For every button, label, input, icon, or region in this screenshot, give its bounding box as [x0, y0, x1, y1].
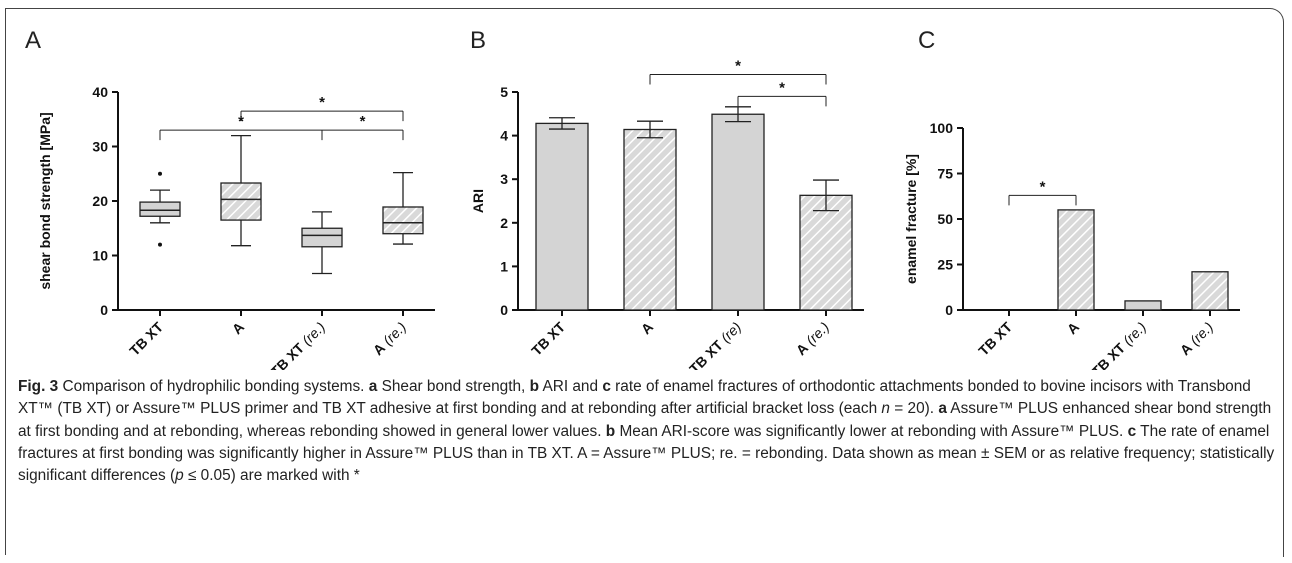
panel-a-y-tick-label: 0 [100, 302, 108, 318]
figure-frame [5, 8, 1284, 557]
panel-b-x-tick-label: TB XT [528, 318, 568, 358]
caption-italic: n [881, 400, 890, 418]
caption-text: = 20). [889, 400, 939, 418]
panel-a-x-tick-label: TB XT [126, 318, 166, 358]
caption-panel-ref: c [602, 378, 611, 395]
significance-star: * [735, 58, 741, 75]
panel-c-y-tick-label: 25 [937, 257, 953, 273]
panel-a-x-tick-label: TB XT (re.) [267, 319, 328, 370]
panel-b-y-tick-label: 4 [500, 128, 508, 144]
panel-a-chart: 0 10 20 30 40 shear bond strength [MPa] TB XT A… [37, 84, 435, 370]
panel-b-x-tick-label: A (re.) [793, 319, 832, 358]
panel-a-x-tick-label: A (re.) [370, 319, 409, 358]
bar [1191, 271, 1229, 311]
panel-b-y-tick-label: 0 [500, 302, 508, 318]
panel-b-y-tick-label: 1 [500, 258, 508, 274]
panel-c-y-tick-label: 50 [937, 211, 953, 227]
panel-b-y-tick-label: 5 [500, 84, 508, 100]
significance-star: * [319, 94, 325, 111]
caption-panel-ref: b [529, 378, 540, 395]
panel-c-x-tick-label: A [1064, 319, 1082, 337]
panel-c-x-tick-label: TB XT (re.) [1088, 319, 1149, 370]
caption-text: ARI and [539, 378, 603, 395]
panel-b-x-tick-label: TB XT (re) [686, 319, 744, 370]
caption-figure-label: Fig. 3 [18, 378, 59, 395]
significance-star: * [1040, 178, 1046, 195]
bar [1057, 209, 1095, 311]
caption-text: The rate of enamel fractures at first bo… [18, 422, 1275, 485]
bar [623, 128, 677, 311]
panel-b-y-tick-label: 3 [500, 171, 508, 187]
panel-c-y-axis-title: enamel fracture [%] [903, 154, 919, 284]
box-outlier-point [158, 242, 162, 247]
bar [799, 194, 853, 311]
figure-frame-left-rule [5, 8, 6, 555]
panel-a-y-tick-label: 10 [92, 248, 108, 264]
panel-b-x-tick-label: A [638, 319, 656, 337]
caption-text: Comparison of hydrophilic bonding system… [58, 378, 369, 395]
panel-a-y-tick-label: 20 [92, 193, 108, 209]
panel-b-y-tick-label: 2 [500, 215, 508, 231]
caption-text: ≤ 0.05) are marked with * [183, 467, 360, 485]
panel-letter-a: A [25, 27, 41, 54]
panel-c-y-tick-label: 0 [945, 302, 953, 318]
significance-star: * [238, 113, 244, 130]
bar [535, 122, 589, 311]
box-iqr [139, 201, 181, 217]
panel-letter-b: B [470, 27, 486, 54]
panel-a-y-tick-label: 40 [92, 84, 108, 100]
caption-panel-ref: a [368, 378, 378, 395]
caption-panel-ref: c [1127, 422, 1137, 440]
panel-letter-c: C [918, 27, 935, 54]
panel-b-chart: 0 1 2 3 4 5 ARI TB XT A TB XT (re) A (re.) * * [470, 58, 864, 370]
bar [711, 113, 765, 311]
significance-star: * [360, 113, 366, 130]
panel-a-x-tick-label: A [229, 319, 247, 337]
box-iqr [382, 206, 424, 235]
box-outlier-point [158, 171, 162, 176]
caption-text: Mean ARI-score was significantly lower a… [615, 422, 1128, 440]
caption-text: Shear bond strength, [377, 378, 530, 395]
box-iqr [220, 182, 262, 221]
panel-a-y-tick-label: 30 [92, 139, 108, 155]
figure-caption: Fig. 3 Comparison of hydrophilic bonding… [18, 376, 1278, 487]
panel-c-y-tick-label: 100 [930, 120, 954, 136]
significance-star: * [779, 79, 785, 96]
panel-a-y-axis-title: shear bond strength [MPa] [37, 112, 53, 289]
caption-panel-ref: a [938, 400, 947, 418]
panel-c-x-tick-label: TB XT [975, 318, 1015, 358]
caption-panel-ref: b [605, 422, 616, 440]
panel-c-y-tick-label: 75 [937, 166, 953, 182]
caption-text: Assure™ PLUS enhanced shear bond strengt… [18, 400, 1272, 440]
bar [1124, 300, 1162, 311]
caption-italic: p [175, 467, 184, 485]
panel-c-chart: 0 25 50 75 100 enamel fracture [%] TB XT A TB XT… [903, 120, 1240, 370]
panel-c-x-tick-label: A (re.) [1177, 319, 1216, 358]
caption-text: rate of enamel fractures of orthodontic … [18, 378, 1251, 418]
panel-b-y-axis-title: ARI [470, 189, 486, 213]
box-iqr [301, 227, 343, 248]
